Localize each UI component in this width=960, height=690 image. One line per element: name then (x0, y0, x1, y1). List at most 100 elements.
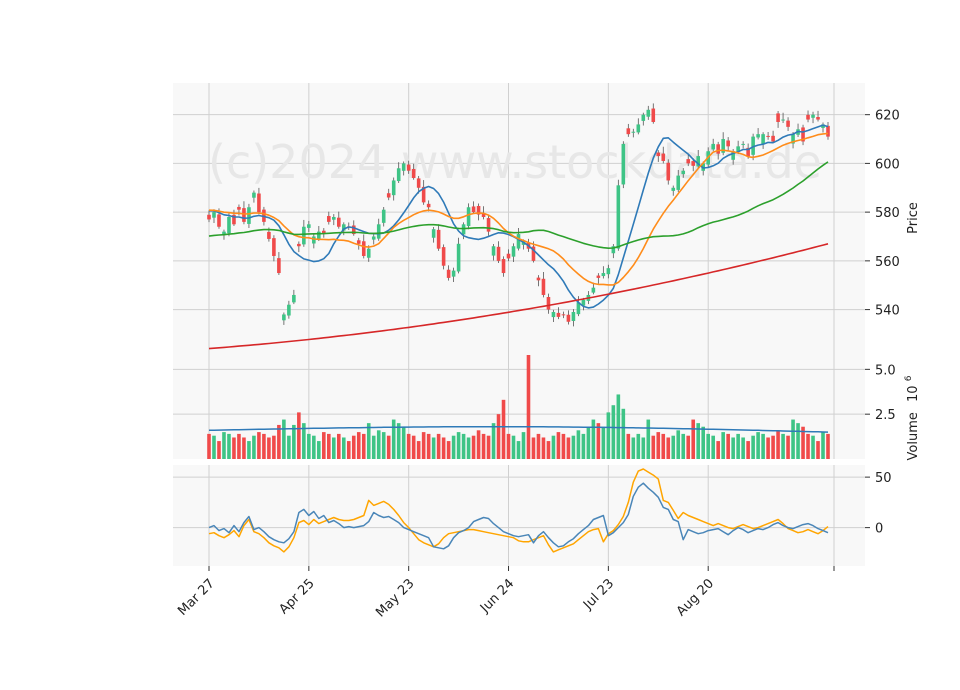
oscillator-panel (173, 465, 865, 566)
candle-body (696, 156, 701, 167)
candle (811, 111, 815, 124)
volume-bar (781, 433, 785, 459)
candle-body (731, 151, 735, 160)
volume-bar (292, 424, 296, 459)
candle-body (411, 168, 416, 179)
candle (456, 237, 461, 274)
candle-body (476, 205, 481, 215)
volume-bar (356, 432, 361, 459)
volume-bar (491, 423, 496, 459)
candle-body (327, 216, 331, 222)
candle (651, 103, 656, 124)
candle (287, 300, 291, 319)
candle (282, 312, 286, 325)
candle-body (691, 161, 696, 166)
candle-body (406, 164, 411, 171)
candle-body (501, 259, 506, 274)
volume-bar (626, 433, 631, 459)
candle-body (566, 314, 571, 322)
candle (766, 132, 770, 140)
candle (561, 311, 566, 319)
volume-bar (351, 435, 356, 459)
volume-bar (741, 437, 745, 459)
candle-body (671, 187, 676, 191)
volume-bar (396, 423, 401, 459)
candle (366, 245, 371, 262)
candle-body (237, 206, 241, 210)
volume-bar (571, 435, 576, 459)
candle-body (207, 214, 211, 220)
candle (312, 234, 316, 249)
candle-body (606, 268, 611, 275)
volume-bar (346, 441, 351, 459)
candle (486, 214, 491, 236)
candle-body (356, 240, 361, 244)
candle-body (641, 114, 646, 121)
candle-body (336, 217, 341, 227)
candle-body (481, 213, 486, 217)
candle (396, 162, 401, 183)
candle-body (506, 253, 511, 259)
candle-body (446, 269, 451, 278)
volume-bar (736, 433, 740, 459)
volume-bar (556, 432, 561, 459)
volume-bar (551, 435, 556, 459)
volume-bar (631, 437, 636, 459)
volume-bar (451, 435, 456, 459)
volume-bar (371, 435, 376, 459)
volume-bar (586, 426, 591, 459)
volume-bar (516, 441, 521, 459)
volume-bar (212, 435, 216, 459)
volume-bar (661, 433, 666, 459)
volume-bar (761, 433, 765, 459)
candle (606, 264, 611, 279)
candle (421, 180, 426, 205)
volume-bar (461, 433, 466, 459)
volume-bar (227, 433, 231, 459)
volume-bar (476, 430, 481, 459)
volume-bar (691, 419, 696, 459)
x-tick-label: Jun 24 (477, 576, 517, 616)
candle-body (436, 229, 441, 249)
volume-bar (526, 355, 531, 459)
candle (801, 124, 805, 146)
y-tick-label: 600 (875, 157, 900, 172)
candle-body (661, 153, 666, 161)
volume-bar (786, 435, 790, 459)
candle-body (312, 236, 316, 244)
candle-body (631, 131, 636, 133)
candle-body (786, 120, 790, 127)
volume-bar (731, 437, 735, 459)
candle-body (277, 258, 281, 274)
candle-body (766, 135, 770, 137)
volume-bar (237, 433, 241, 459)
volume-bar (386, 435, 391, 459)
candle-body (801, 127, 805, 142)
candle-body (297, 243, 301, 247)
y-tick-label: 2.5 (875, 408, 896, 423)
candle-body (726, 140, 730, 147)
volume-bar (796, 423, 800, 459)
volume-bar (521, 432, 526, 459)
candle-body (456, 243, 461, 272)
candle-body (636, 124, 641, 133)
candle (771, 130, 775, 144)
volume-bar (716, 441, 720, 459)
candle-body (396, 168, 401, 182)
candle-body (656, 152, 661, 157)
volume-bar (411, 435, 416, 459)
candle-body (307, 224, 311, 228)
candle (571, 309, 576, 327)
candle-body (781, 119, 785, 121)
volume-bar (721, 432, 725, 459)
candle-body (791, 134, 795, 144)
candle-body (232, 214, 236, 225)
volume-bar (317, 441, 321, 459)
candle (327, 211, 331, 225)
candle (656, 150, 661, 162)
candle-body (666, 162, 671, 181)
candle-body (736, 146, 740, 152)
y-tick-label: 0 (875, 522, 883, 537)
candle (401, 161, 406, 176)
candle (621, 141, 626, 189)
